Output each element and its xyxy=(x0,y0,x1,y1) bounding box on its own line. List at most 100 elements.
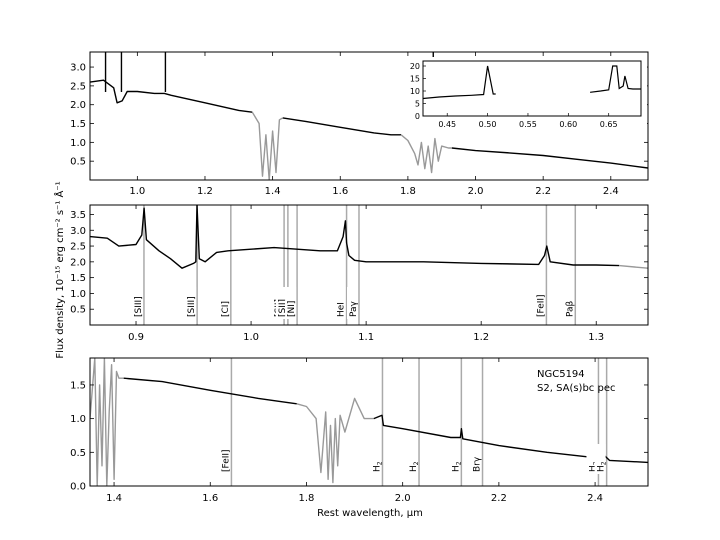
bottom-line-label-bg xyxy=(470,444,482,474)
bottom-line-label-bg xyxy=(449,444,461,474)
y-axis-label: Flux density, 10⁻¹⁵ erg cm⁻² s⁻¹ Å⁻¹ xyxy=(53,181,66,358)
middle-line-label: [FeII] xyxy=(536,294,546,317)
bottom-line-label: H2 xyxy=(597,461,608,472)
top-series-2-black xyxy=(282,117,402,136)
middle-plot-background xyxy=(90,205,648,325)
middle-line-label-bg xyxy=(563,287,575,319)
bottom-series-2-masked xyxy=(296,397,374,484)
bottom-line-label-bg xyxy=(594,444,606,474)
middle-ytick-label: 2.5 xyxy=(70,242,86,253)
inset-ytick-label: 20 xyxy=(410,62,420,71)
inset-ytick-label: 0 xyxy=(415,112,420,121)
top-ytick-label: 3.0 xyxy=(70,63,86,74)
inset-series-1 xyxy=(590,65,641,93)
middle-xtick-label: 0.9 xyxy=(128,332,144,343)
top-frame xyxy=(89,51,649,181)
bottom-panel: 1.4 1.6 1.8 2.0 2.2 2.4 0.0 0.5 1.0 1.5 [FeII] H2 H2… xyxy=(70,357,649,504)
top-xtick-label: 1.2 xyxy=(197,186,213,197)
middle-line-label-bg xyxy=(534,287,546,319)
middle-line-label-bg xyxy=(185,287,197,319)
inset-ytick-label: 15 xyxy=(410,75,420,84)
inset-ytick-label: 5 xyxy=(415,100,420,109)
inset-xtick-label: 0.45 xyxy=(438,120,456,129)
top-inset-plot-area xyxy=(423,65,641,100)
bottom-line-label: H2 xyxy=(409,461,420,472)
middle-line-label: HeI xyxy=(337,302,347,317)
bottom-line-label: Brγ xyxy=(473,456,483,472)
x-axis-label: Rest wavelength, μm xyxy=(317,508,423,519)
middle-xtick-label: 1.2 xyxy=(473,332,489,343)
galaxy-name-annotation: NGC5194 xyxy=(537,369,585,380)
top-series-3-masked xyxy=(400,134,452,174)
inset-series-0 xyxy=(423,65,496,100)
bottom-xtick-label: 2.4 xyxy=(587,493,603,504)
bottom-line-label-bg xyxy=(370,444,382,474)
bottom-line-label-bg xyxy=(586,444,598,474)
top-xtick-label: 1.4 xyxy=(265,186,281,197)
bottom-xtick-label: 2.0 xyxy=(395,493,411,504)
middle-line-label-bg xyxy=(346,287,358,319)
middle-panel: 0.9 1.0 1.1 1.2 1.3 0.5 1.0 1.5 2.0 2.5 3.0 3.5 [SII… xyxy=(70,204,649,343)
middle-ytick-label: 3.5 xyxy=(70,210,86,221)
middle-line-label: Paγ xyxy=(349,300,359,317)
top-series-0-black xyxy=(90,79,253,113)
middle-ytick-label: 3.0 xyxy=(70,226,86,237)
middle-ytick-label: 1.0 xyxy=(70,289,86,300)
middle-line-label: [NI] xyxy=(287,301,297,317)
top-ytick-label: 2.5 xyxy=(70,81,86,92)
top-series-4-black xyxy=(451,147,648,169)
top-xtick-label: 2.4 xyxy=(603,186,619,197)
middle-line-label-bg xyxy=(285,287,297,319)
top-inset-panel: 0.45 0.50 0.55 0.60 0.65 0 5 10 15 20 xyxy=(395,57,647,134)
inset-xtick-label: 0.60 xyxy=(559,120,577,129)
top-ytick-label: 1.5 xyxy=(70,119,86,130)
middle-xtick-label: 1.0 xyxy=(243,332,259,343)
bottom-line-label-subscript: 2 xyxy=(455,461,462,465)
bottom-plot-background xyxy=(90,358,648,486)
top-inset-frame xyxy=(422,60,642,117)
bottom-line-label-bg xyxy=(407,444,419,474)
bottom-xtick-label: 2.2 xyxy=(491,493,507,504)
top-xtick-label: 1.0 xyxy=(129,186,145,197)
bottom-xtick-label: 1.4 xyxy=(106,493,122,504)
bottom-line-label-bg xyxy=(219,444,231,474)
bottom-line-label-subscript: 2 xyxy=(601,461,608,465)
middle-line-label: [SIII] xyxy=(187,296,197,317)
middle-line-label-bg xyxy=(218,287,230,319)
bottom-ytick-label: 1.0 xyxy=(70,414,86,425)
bottom-series-1-black xyxy=(123,377,297,405)
middle-ytick-label: 2.0 xyxy=(70,257,86,268)
middle-series-0-black xyxy=(90,205,620,269)
top-series-1-masked xyxy=(251,111,284,180)
top-xtick-label: 2.2 xyxy=(535,186,551,197)
middle-line-label-bg xyxy=(131,287,143,319)
bottom-ytick-label: 1.5 xyxy=(70,380,86,391)
middle-line-label-bg xyxy=(275,287,287,319)
middle-line-label: [CI] xyxy=(221,301,231,317)
middle-series-1-masked xyxy=(619,264,648,269)
top-ytick-label: 2.0 xyxy=(70,100,86,111)
top-ytick-label: 0.5 xyxy=(70,157,86,168)
middle-ytick-label: 0.5 xyxy=(70,305,86,316)
bottom-ytick-label: 0.5 xyxy=(70,448,86,459)
inset-xtick-label: 0.55 xyxy=(519,120,537,129)
middle-line-label: [SIII] xyxy=(134,296,144,317)
bottom-xtick-label: 1.6 xyxy=(202,493,218,504)
bottom-line-label: H2 xyxy=(372,461,383,472)
middle-line-label-bg xyxy=(334,287,346,319)
bottom-series-0-masked xyxy=(90,358,124,486)
top-xtick-label: 2.0 xyxy=(468,186,484,197)
top-xtick-label: 1.6 xyxy=(332,186,348,197)
top-xtick-label: 1.8 xyxy=(400,186,416,197)
top-ytick-label: 1.0 xyxy=(70,138,86,149)
bottom-ytick-label: 0.0 xyxy=(70,482,86,493)
bottom-line-label: H2 xyxy=(451,461,462,472)
bottom-line-label-subscript: 2 xyxy=(376,461,383,465)
middle-line-label: [SII] xyxy=(278,299,288,317)
top-panel: 1.0 1.2 1.4 1.6 1.8 2.0 2.2 2.4 0.5 1.0 1.5 2.0 2.5 3… xyxy=(70,51,649,197)
middle-xtick-label: 1.3 xyxy=(588,332,604,343)
middle-frame xyxy=(89,204,649,326)
middle-line-label: Paβ xyxy=(565,300,575,317)
bottom-frame xyxy=(89,357,649,487)
